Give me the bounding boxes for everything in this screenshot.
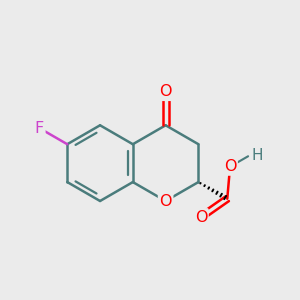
- Text: O: O: [159, 85, 172, 100]
- Text: F: F: [35, 121, 44, 136]
- Text: H: H: [251, 148, 263, 163]
- Text: O: O: [224, 159, 236, 174]
- Text: O: O: [159, 194, 172, 208]
- Text: O: O: [195, 210, 207, 225]
